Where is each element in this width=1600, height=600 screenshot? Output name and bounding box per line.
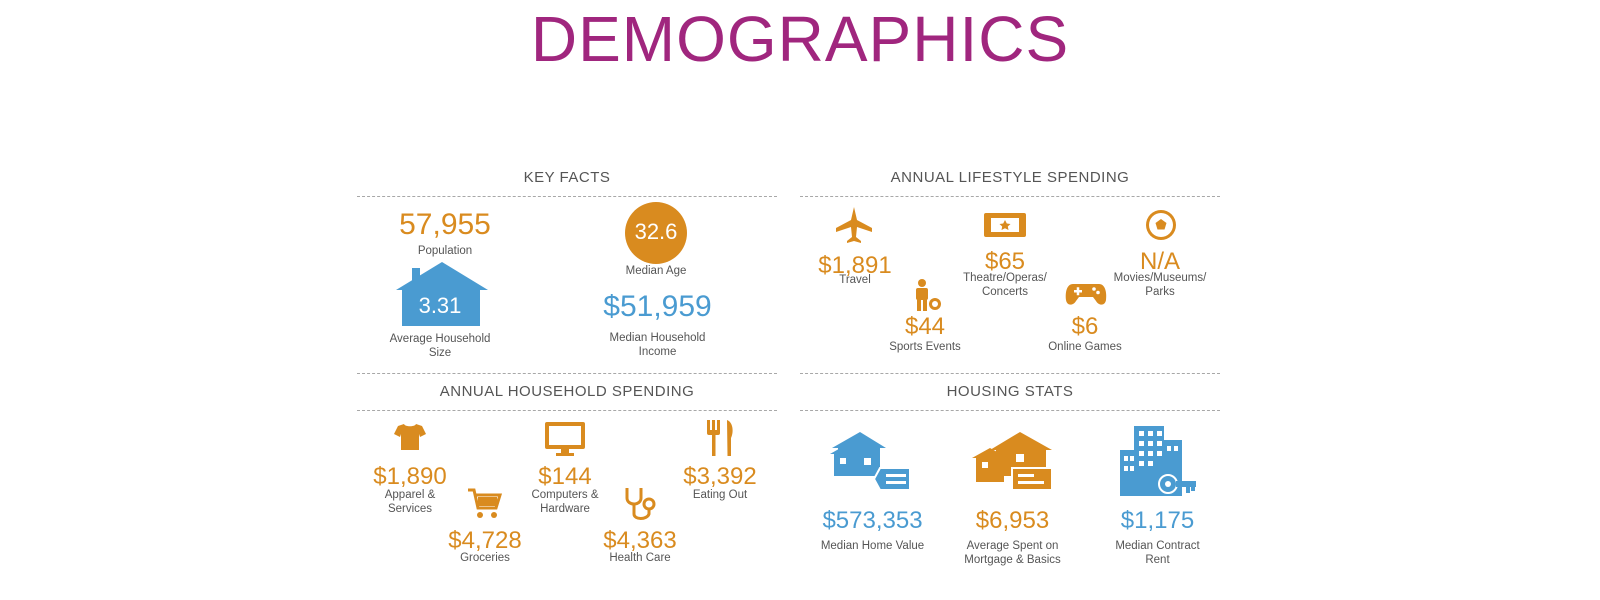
median-age-value: 32.6 [634,219,678,244]
page-title: DEMOGRAPHICS [530,3,1070,75]
home-value-label: Median Home Value [820,540,925,552]
sports-value: $44 [904,313,946,340]
median-age-label: Median Age [625,265,687,277]
home-value-value: $573,353 [822,507,923,534]
lifestyle-heading: ANNUAL LIFESTYLE SPENDING [890,169,1130,186]
computers-label: Computers & Hardware [531,489,599,515]
household-size-value: 3.31 [418,293,462,318]
shirt-icon [394,424,426,450]
key-facts-bottom-rule [357,373,777,374]
population-value: 57,955 [399,208,491,241]
monitor-icon [545,422,585,456]
housing-top-rule [800,410,1220,411]
ticket-icon [984,213,1026,237]
sports-label: Sports Events [889,341,961,353]
apparel-value: $1,890 [373,463,447,490]
household-spending-heading: ANNUAL HOUSEHOLD SPENDING [439,383,695,400]
building-key-icon [1120,426,1196,496]
groceries-value: $4,728 [448,527,522,554]
health-label: Health Care [609,552,671,564]
games-value: $6 [1071,313,1099,340]
mortgage-label: Average Spent on Mortgage & Basics [964,540,1061,566]
key-facts-heading: KEY FACTS [523,169,611,186]
mortgage-value: $6,953 [975,507,1050,534]
lifestyle-top-rule [800,196,1220,197]
lifestyle-bottom-rule [800,373,1220,374]
fork-knife-icon [707,420,733,456]
travel-label: Travel [839,274,871,286]
apparel-label: Apparel & Services [384,489,436,515]
movies-label: Movies/Museums/ Parks [1113,272,1207,298]
groceries-label: Groceries [460,552,510,564]
theatre-value: $65 [984,248,1026,275]
cart-icon [468,488,502,518]
median-age-circle [625,202,687,264]
health-value: $4,363 [603,527,677,554]
soccer-ball-icon [1146,210,1176,240]
gamepad-icon [1065,284,1107,305]
computers-value: $144 [538,463,592,490]
house-check-icon [972,432,1053,491]
household-spending-top-rule [357,410,777,411]
rent-value: $1,175 [1120,507,1195,534]
movies-value: N/A [1139,248,1180,275]
rent-label: Median Contract Rent [1115,540,1200,566]
household-income-label: Median Household Income [609,332,706,358]
player-icon [916,279,941,311]
stethoscope-icon [625,488,656,520]
theatre-label: Theatre/Operas/ Concerts [963,272,1047,298]
games-label: Online Games [1048,341,1122,353]
housing-heading: HOUSING STATS [946,383,1074,400]
eating-value: $3,392 [683,463,757,490]
key-facts-top-rule [357,196,777,197]
house-icon [396,262,488,326]
eating-label: Eating Out [692,489,748,501]
travel-value: $1,891 [818,252,892,279]
airplane-icon [836,207,872,243]
household-size-label: Average Household Size [389,333,491,359]
house-tag-icon [830,432,911,491]
population-label: Population [417,245,473,257]
household-income-value: $51,959 [603,290,712,323]
